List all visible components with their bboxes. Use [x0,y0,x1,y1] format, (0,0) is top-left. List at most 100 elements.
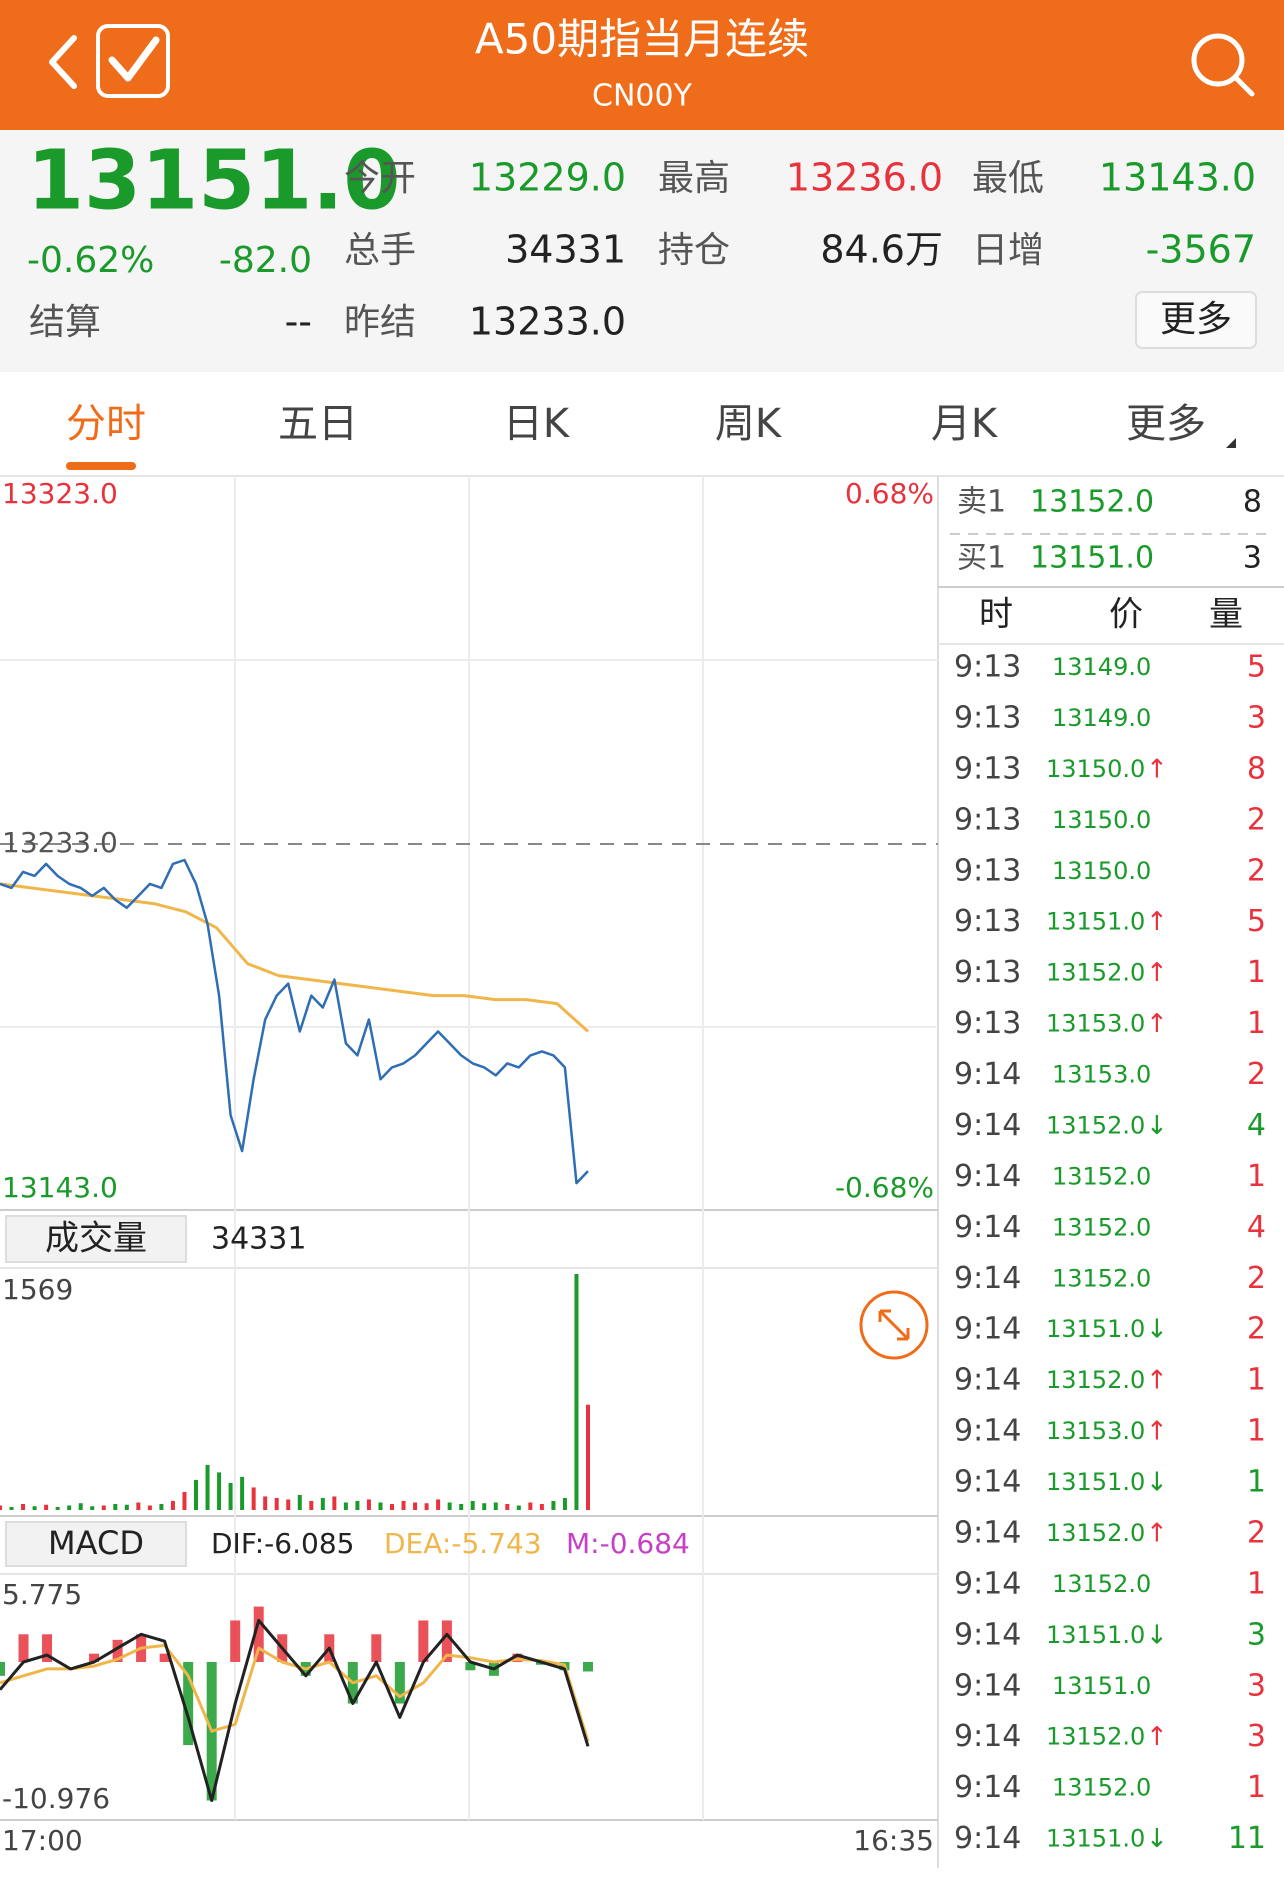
tab[interactable]: 月K [931,401,999,447]
trade-volume: 11 [1228,1821,1266,1856]
trade-arrow: ↑ [1146,1417,1168,1447]
trade-price: 13152.0 [1046,1366,1145,1394]
macd-bar [159,1653,170,1662]
trade-time: 9:13 [954,955,1021,990]
trade-time: 9:14 [954,1414,1021,1449]
trade-volume: 4 [1247,1210,1266,1245]
header-bar [0,0,1284,130]
volume-bar [447,1502,452,1510]
x-tick-label: 17:00 [2,1824,83,1857]
trade-arrow: ↑ [1146,907,1168,937]
trades-header: 量 [1209,595,1243,635]
field-value: 13143.0 [1099,156,1256,200]
trade-price: 13151.0 [1046,1621,1145,1649]
book-label: 卖1 [957,485,1006,520]
trade-time: 9:14 [954,1261,1021,1296]
y2-tick-label: 0.68% [845,477,934,510]
trade-arrow: ↑ [1146,1722,1168,1752]
trade-time: 9:13 [954,650,1021,685]
macd-bar [112,1639,123,1662]
trade-arrow: ↑ [1146,1518,1168,1548]
volume-bar [0,1505,2,1510]
macd-bar [18,1634,29,1662]
more-button-label[interactable]: 更多 [1160,299,1232,340]
y-tick-label: 5.775 [2,1578,82,1611]
volume-bar [320,1497,325,1510]
trade-price: 13152.0 [1046,1723,1145,1751]
trade-arrow: ↑ [1146,1366,1168,1396]
volume-bar [309,1500,314,1510]
search-icon [1191,33,1245,87]
tab-indicator [66,462,136,470]
tab[interactable]: 更多 [1126,401,1206,447]
x-tick-label: 16:35 [853,1824,934,1857]
trade-volume: 2 [1247,1057,1266,1092]
trade-time: 9:14 [954,1465,1021,1500]
code: CN00Y [592,79,693,114]
book-price: 13152.0 [1030,485,1154,520]
y-tick-label: 13143.0 [2,1171,118,1204]
volume-bar [101,1505,106,1510]
trade-volume: 2 [1247,853,1266,888]
volume-bar [436,1499,441,1510]
trade-price: 13152.0 [1052,1162,1151,1190]
search-button[interactable] [1191,33,1255,97]
macd-bar [394,1661,405,1704]
volume-bar [194,1479,198,1510]
volume-bar [32,1506,37,1510]
macd-bar [418,1620,429,1662]
macd-bar [230,1620,241,1662]
tab[interactable]: 分时 [66,401,146,447]
back-button[interactable] [49,35,77,89]
volume-bar [124,1504,129,1510]
field-label: 总手 [344,230,416,271]
tab[interactable]: 五日 [278,401,358,447]
volume-bar [586,1404,590,1510]
trade-price: 13149.0 [1052,704,1151,732]
trade-price: 13151.0 [1052,1672,1151,1700]
volume-bar [516,1505,521,1510]
expand-button[interactable] [859,1290,929,1360]
trade-volume: 1 [1247,955,1266,990]
volume-bar [147,1505,152,1510]
tab[interactable]: 日K [503,401,571,447]
trade-time: 9:14 [954,1210,1021,1245]
volume-bar [505,1503,510,1510]
dea-line [0,1643,590,1742]
trade-volume: 2 [1247,1312,1266,1347]
volume-bar [390,1503,394,1510]
trade-volume: 1 [1247,1414,1266,1449]
trade-price: 13153.0 [1046,1417,1145,1445]
grid [0,476,938,1820]
trade-price: 13152.0 [1046,959,1145,987]
volume-bar [355,1500,360,1510]
macd-title: MACD [48,1524,144,1562]
volume-bar [332,1496,337,1510]
trade-time: 9:13 [954,751,1021,786]
trades-header: 价 [1109,595,1143,635]
macd-bar [89,1653,100,1662]
volume-bar [413,1502,418,1510]
volume-bar [55,1506,60,1510]
more-button[interactable] [1135,291,1257,349]
trade-price: 13152.0 [1052,1213,1151,1241]
watch-checkbox[interactable] [96,24,170,98]
trade-price: 13150.0 [1046,755,1145,783]
volume-total: 34331 [211,1222,306,1257]
volume-bar [113,1503,118,1510]
macd-label-box [5,1521,187,1567]
macd-bar [0,1661,5,1676]
trade-time: 9:13 [954,853,1021,888]
tab[interactable]: 周K [715,401,783,447]
volume-bar [562,1497,567,1510]
field-label: 今开 [344,158,416,199]
trade-price: 13151.0 [1046,1315,1145,1343]
trade-time: 9:14 [954,1668,1021,1703]
field-label: 最高 [658,158,730,199]
last-price: 13151.0 [27,133,400,228]
volume-bar [286,1499,291,1510]
trade-volume: 1 [1247,1006,1266,1041]
trade-arrow: ↓ [1146,1620,1168,1650]
legend: DEA:-5.743 [384,1527,542,1560]
volume-bar [551,1500,556,1510]
